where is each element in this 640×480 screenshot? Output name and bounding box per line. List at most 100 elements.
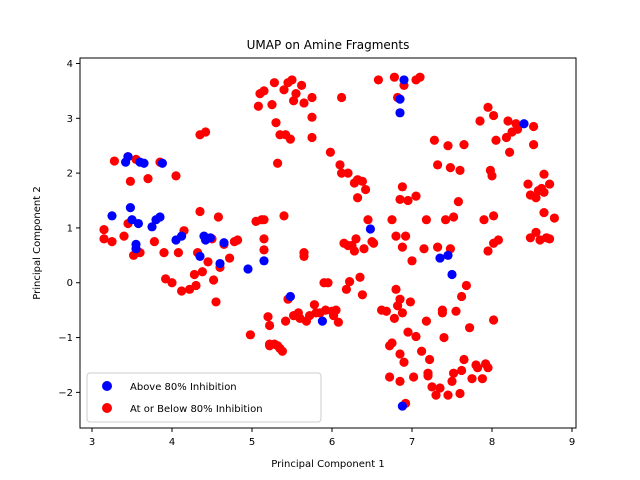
point-series-1-18 — [173, 247, 183, 258]
point-series-1-122 — [387, 338, 397, 348]
point-series-1-198 — [489, 315, 499, 325]
point-series-1-186 — [475, 116, 485, 126]
point-series-1-54 — [269, 78, 279, 88]
y-tick-label-0: 0 — [67, 278, 73, 289]
x-tick-label-8: 8 — [489, 437, 495, 448]
legend-label-below: At or Below 80% Inhibition — [130, 404, 263, 415]
point-series-0-31 — [435, 253, 445, 263]
point-series-1-160 — [433, 160, 443, 170]
point-series-1-1 — [99, 234, 109, 244]
point-series-1-89 — [325, 147, 335, 157]
point-series-1-105 — [351, 234, 361, 244]
legend-label-above: Above 80% Inhibition — [130, 382, 237, 393]
point-series-1-23 — [191, 280, 201, 291]
point-series-1-11 — [143, 173, 153, 184]
x-tick-label-7: 7 — [409, 437, 415, 448]
point-series-1-2 — [107, 237, 117, 247]
point-series-0-6 — [131, 244, 141, 254]
x-tick-label-9: 9 — [569, 437, 575, 448]
x-tick-label-5: 5 — [249, 437, 255, 448]
point-series-1-14 — [159, 247, 169, 258]
x-tick-label-3: 3 — [89, 437, 95, 448]
point-series-1-180 — [459, 354, 469, 365]
point-series-1-29 — [203, 257, 213, 267]
point-series-1-81 — [307, 92, 317, 103]
x-axis-ticks: 3 4 5 6 7 8 9 — [89, 428, 575, 448]
point-series-1-192 — [483, 102, 493, 112]
point-series-1-22 — [189, 269, 199, 280]
point-series-1-124 — [389, 313, 399, 323]
point-series-1-171 — [449, 212, 459, 222]
point-series-1-140 — [403, 327, 413, 337]
point-series-0-24 — [285, 291, 295, 302]
point-series-0-21 — [219, 238, 229, 248]
point-series-1-126 — [391, 284, 401, 294]
point-series-1-92 — [331, 305, 341, 315]
point-series-1-210 — [529, 121, 539, 132]
point-series-1-167 — [443, 390, 453, 400]
point-series-1-47 — [259, 215, 269, 225]
y-tick-label-3: 3 — [67, 114, 73, 125]
point-series-1-62 — [279, 85, 289, 95]
point-series-1-64 — [281, 316, 291, 326]
point-series-1-88 — [323, 278, 333, 288]
x-tick-label-6: 6 — [329, 437, 335, 448]
point-series-1-156 — [427, 382, 437, 392]
point-series-1-207 — [523, 179, 533, 189]
point-series-1-182 — [465, 323, 475, 333]
point-series-1-3 — [109, 156, 119, 166]
point-series-1-166 — [443, 141, 453, 151]
point-series-1-31 — [209, 275, 219, 285]
point-series-1-123 — [389, 72, 399, 82]
point-series-1-174 — [453, 197, 463, 207]
point-series-1-38 — [233, 235, 243, 245]
point-series-0-23 — [259, 256, 269, 266]
point-series-1-190 — [483, 246, 493, 256]
point-series-1-163 — [437, 308, 447, 318]
point-series-1-70 — [289, 96, 299, 106]
point-series-1-60 — [277, 346, 287, 356]
point-series-1-165 — [441, 215, 451, 225]
point-series-1-17 — [171, 171, 181, 181]
point-series-1-173 — [451, 306, 461, 316]
point-series-1-100 — [343, 168, 353, 178]
point-series-1-149 — [417, 346, 427, 356]
point-series-1-4 — [119, 231, 129, 241]
point-series-1-19 — [177, 286, 187, 296]
point-series-1-175 — [455, 165, 465, 175]
point-series-1-145 — [411, 331, 421, 342]
point-series-1-221 — [545, 179, 555, 189]
point-series-1-119 — [385, 372, 395, 382]
point-series-1-109 — [357, 176, 367, 186]
y-axis-ticks: −2 −1 0 1 2 3 4 — [58, 59, 80, 399]
point-series-1-82 — [307, 132, 317, 143]
point-series-0-33 — [447, 269, 457, 280]
point-series-1-139 — [401, 231, 411, 241]
point-series-1-211 — [529, 140, 539, 150]
point-series-1-131 — [395, 376, 405, 387]
point-series-1-110 — [357, 290, 367, 300]
point-series-1-112 — [361, 184, 371, 195]
point-series-1-157 — [429, 135, 439, 145]
axes-frame — [79, 57, 577, 429]
point-series-1-71 — [291, 89, 301, 99]
point-series-1-150 — [419, 244, 429, 254]
point-series-0-3 — [125, 203, 135, 213]
point-series-1-132 — [395, 194, 405, 205]
point-series-1-74 — [297, 80, 307, 91]
x-axis-label: Principal Component 1 — [271, 459, 384, 470]
point-series-1-144 — [409, 372, 419, 382]
point-series-1-98 — [341, 284, 351, 294]
point-series-1-159 — [433, 242, 443, 252]
point-series-1-27 — [197, 267, 207, 277]
point-series-1-135 — [397, 182, 407, 192]
points-layer — [99, 72, 560, 411]
point-series-0-2 — [123, 152, 133, 162]
point-series-1-147 — [411, 191, 421, 201]
point-series-0-32 — [443, 250, 453, 260]
point-series-1-0 — [99, 224, 109, 235]
legend-marker-below — [102, 403, 112, 413]
point-series-1-187 — [477, 374, 487, 384]
legend-marker-above — [102, 381, 112, 391]
point-series-0-29 — [397, 401, 407, 411]
